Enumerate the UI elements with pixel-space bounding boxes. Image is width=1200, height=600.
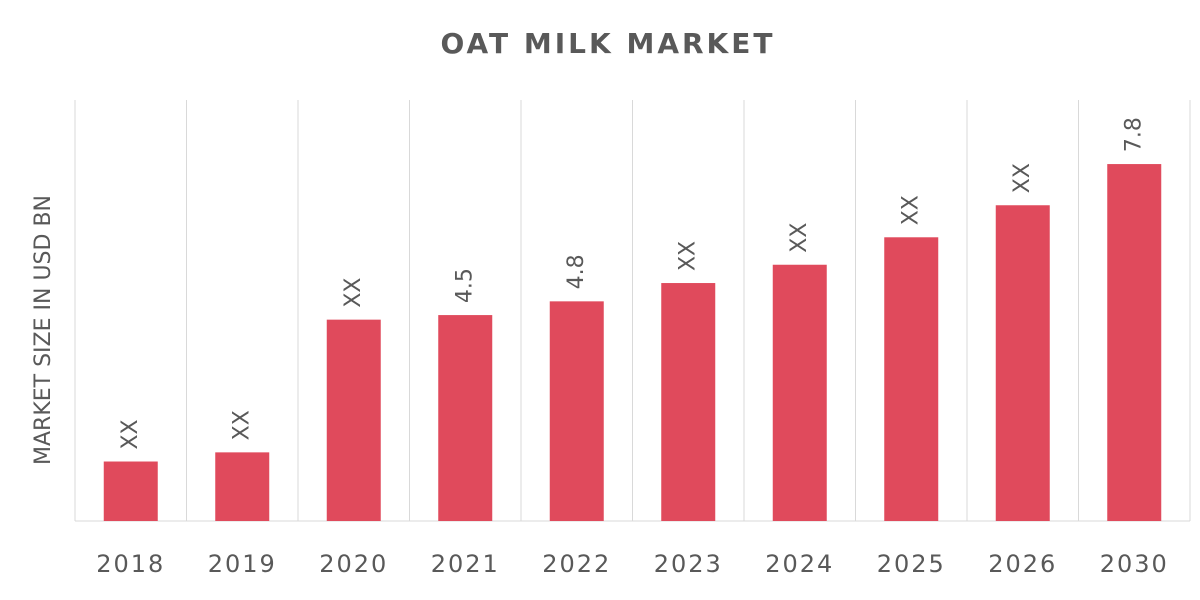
x-tick-label: 2030 [1100, 550, 1169, 578]
bar [215, 452, 270, 521]
bar [103, 461, 158, 521]
x-tick-label: 2026 [988, 550, 1057, 578]
x-tick-label: 2019 [208, 550, 277, 578]
x-tick-label: 2024 [765, 550, 834, 578]
data-label: 4.8 [564, 254, 589, 289]
bar [549, 301, 604, 521]
x-tick-label: 2023 [654, 550, 723, 578]
data-label: 7.8 [1121, 117, 1146, 152]
x-tick-label: 2025 [877, 550, 946, 578]
data-label: XX [675, 241, 700, 271]
bar [661, 283, 716, 521]
chart-title: OAT MILK MARKET [441, 27, 776, 60]
data-label: XX [787, 223, 812, 253]
bar [1107, 164, 1162, 521]
data-label: 4.5 [452, 268, 477, 303]
x-tick-label: 2022 [542, 550, 611, 578]
bar [884, 237, 939, 522]
y-axis-title: MARKET SIZE IN USD BN [31, 195, 56, 465]
bar [995, 205, 1050, 521]
data-label: XX [229, 410, 254, 440]
bar [772, 264, 827, 521]
x-tick-label: 2020 [319, 550, 388, 578]
bar [438, 315, 493, 521]
data-label: XX [341, 277, 366, 307]
x-tick-label: 2021 [431, 550, 500, 578]
data-label: XX [898, 195, 923, 225]
x-tick-label: 2018 [96, 550, 165, 578]
data-label: XX [118, 419, 143, 449]
bar [326, 319, 381, 521]
data-label: XX [1010, 163, 1035, 193]
